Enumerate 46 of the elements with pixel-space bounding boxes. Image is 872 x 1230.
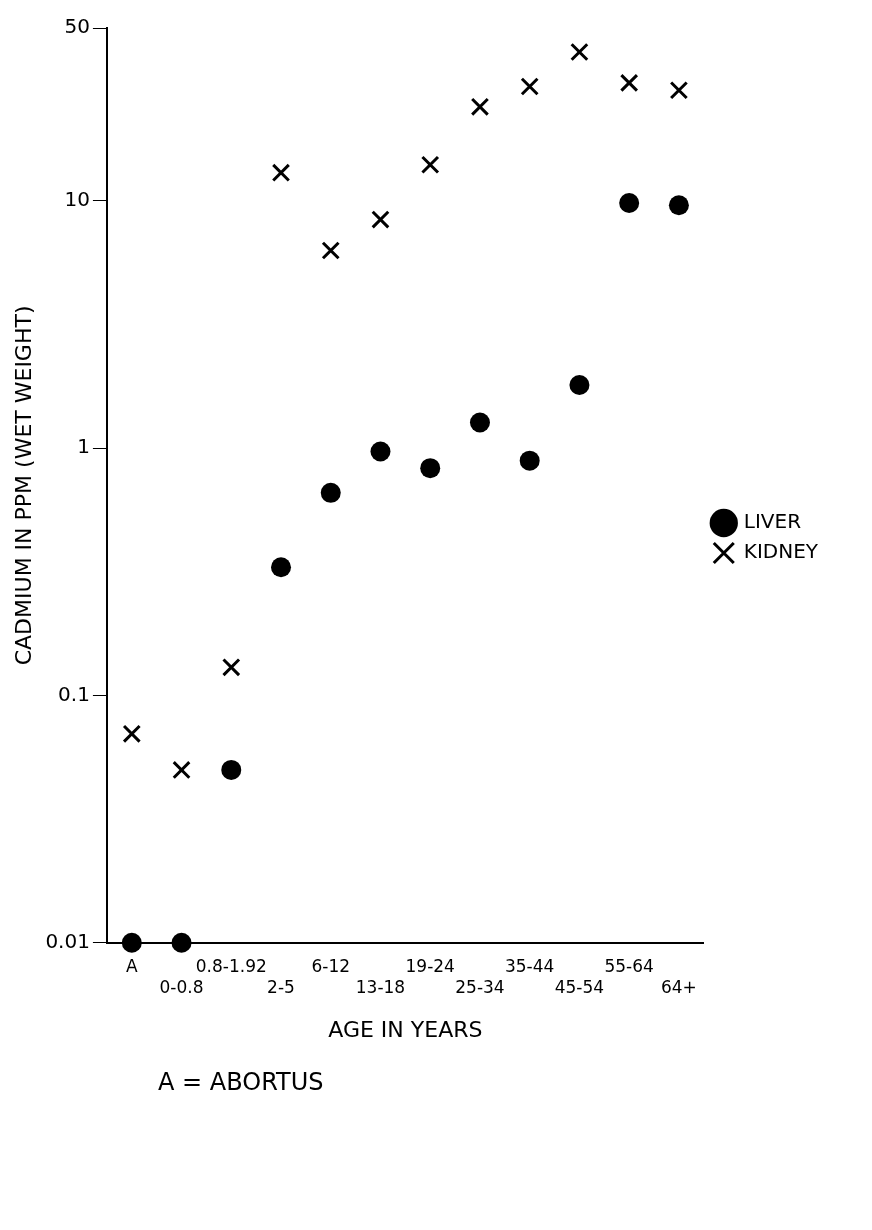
point [320,482,341,503]
y-tick-label: 0.1 [58,681,90,706]
point [371,210,390,229]
x-tick-label: 13-18 [355,976,406,997]
point [221,759,242,780]
x-tick-label: 2-5 [267,976,295,997]
x-tick-label: A [125,956,138,977]
x-tick-label: 64+ [660,976,697,997]
point [171,932,192,953]
point [420,155,440,174]
x-tick-label: 19-24 [405,956,455,977]
point [370,441,391,462]
point [619,73,639,93]
point [122,724,142,744]
x-tick-label: 45-54 [554,976,605,997]
y-axis-title: CADMIUM IN PPM (WET WEIGHT) [10,305,36,666]
point [570,42,589,62]
x-axis-title: AGE IN YEARS [328,1016,483,1042]
point [172,760,191,780]
point [121,932,142,953]
x-tick-label: 35-44 [504,956,555,977]
y-tick-label: 50 [64,14,90,39]
point [420,458,441,479]
text: A = ABORTUS [158,1068,325,1096]
legend-label: LIVER [743,509,802,534]
point [668,195,689,216]
point [520,77,539,96]
y-tick-label: 0.01 [45,929,90,953]
point [669,81,689,100]
point [469,412,490,433]
point [619,193,640,214]
point [271,163,291,182]
legend-label: KIDNEY [743,539,819,564]
point [470,97,490,117]
x-tick-label: 0-0.8 [159,976,204,997]
y-tick-label: 1 [77,434,90,459]
point [222,658,241,677]
point [569,375,590,396]
point [519,450,540,471]
y-tick-label: 10 [64,187,90,212]
point [321,241,341,260]
x-tick-label: 6-12 [311,956,351,977]
x-tick-label: 25-34 [455,976,505,997]
x-tick-label: 55-64 [604,956,654,977]
x-tick-label: 0.8-1.92 [195,956,267,977]
point [271,557,292,578]
